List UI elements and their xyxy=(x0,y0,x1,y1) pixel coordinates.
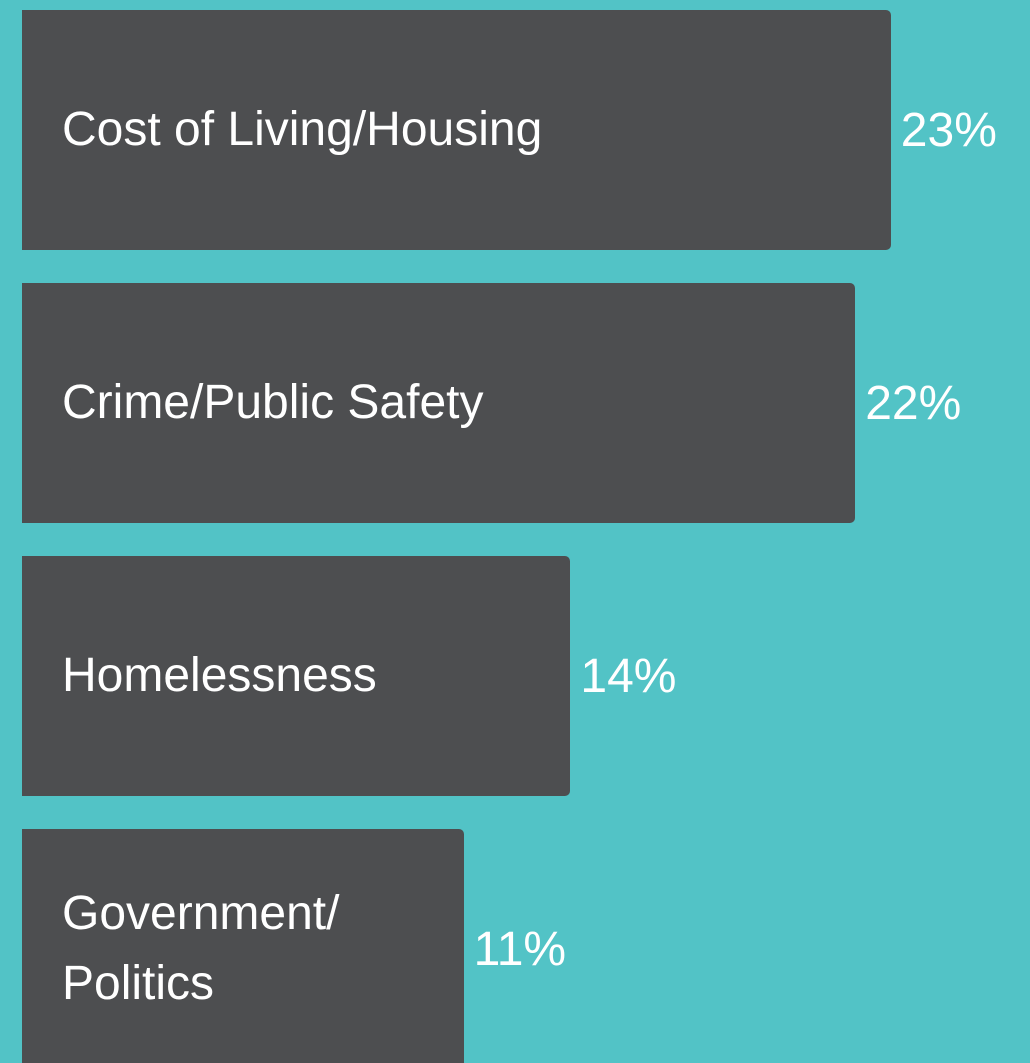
value-label: 11% xyxy=(473,922,567,976)
value-label: 14% xyxy=(580,649,677,703)
bar: Crime/Public Safety xyxy=(22,283,856,523)
category-label: Government/ Politics xyxy=(62,887,340,1010)
bar: Government/ Politics xyxy=(22,829,464,1063)
value-label: 23% xyxy=(900,103,997,157)
value-label: 22% xyxy=(865,376,962,430)
category-label: Homelessness xyxy=(62,649,377,702)
bar: Cost of Living/Housing xyxy=(22,10,891,250)
bar: Homelessness xyxy=(22,556,571,796)
category-label: Crime/Public Safety xyxy=(62,376,484,429)
category-label: Cost of Living/Housing xyxy=(62,103,543,156)
